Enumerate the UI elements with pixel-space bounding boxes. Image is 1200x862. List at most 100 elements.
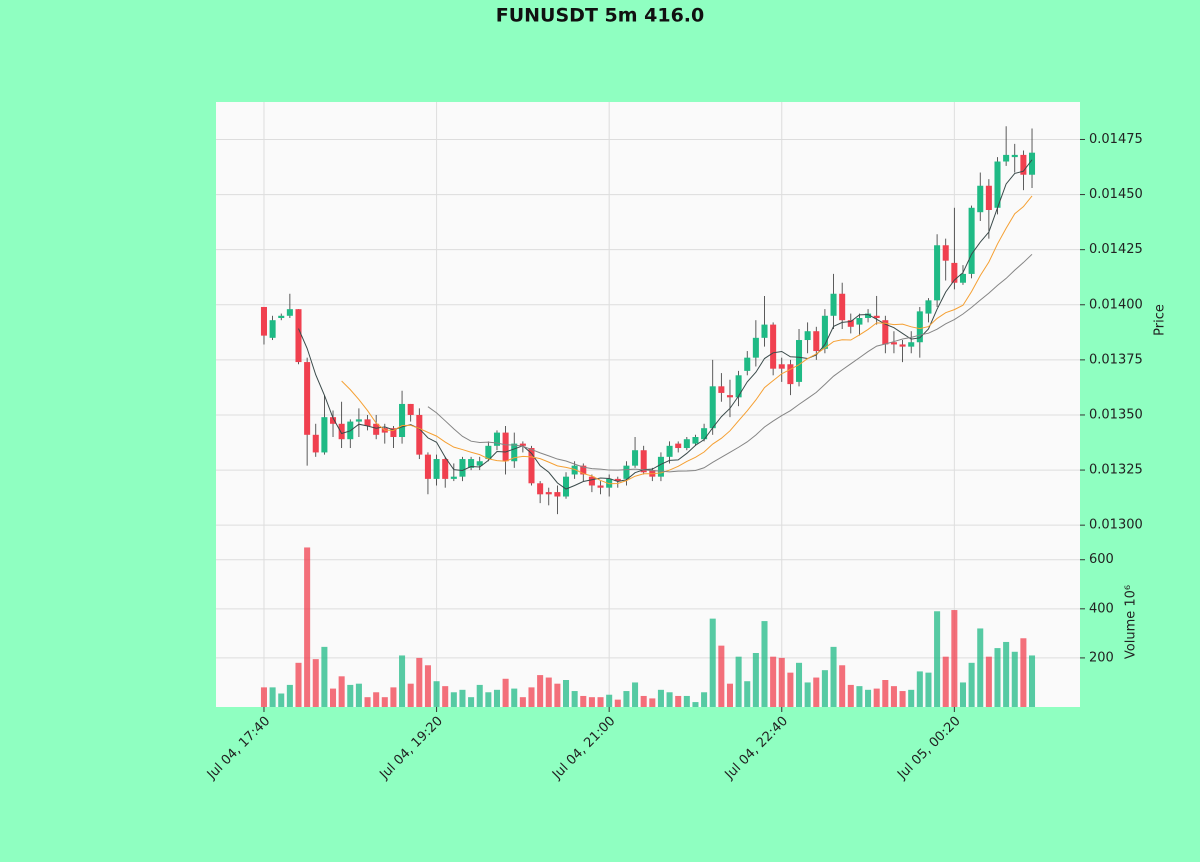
candle-body (701, 428, 708, 440)
candle-body (588, 476, 595, 486)
candle-body (718, 386, 725, 393)
candle-body (882, 320, 889, 345)
volume-bar (709, 618, 716, 707)
candle-body (476, 461, 483, 466)
candle-body (908, 342, 915, 347)
y-tick-label: 0.01300 (1089, 518, 1143, 533)
volume-bar (787, 672, 794, 707)
volume-bar (804, 682, 811, 707)
volume-bar (942, 656, 949, 707)
volume-bar (588, 697, 595, 707)
candle-body (260, 306, 268, 336)
volume-bar (856, 686, 863, 707)
volume-bar (269, 687, 276, 707)
volume-bar (459, 689, 466, 707)
candle-body (1003, 154, 1010, 162)
candle-body (623, 465, 630, 479)
volume-bar (519, 697, 526, 707)
volume-bar (821, 670, 828, 707)
y-tick-label: 0.01325 (1089, 463, 1143, 478)
volume-bar (701, 692, 708, 707)
candle-body (968, 207, 975, 274)
volume-bar (606, 694, 613, 707)
candle-body (899, 344, 906, 347)
x-tick-label: Jul 04, 22:40 (722, 714, 791, 783)
candle-body (338, 423, 345, 440)
candle-body (925, 300, 932, 314)
volume-bar (476, 684, 483, 707)
volume-tick-label: 200 (1089, 650, 1114, 665)
moving-average-line (341, 195, 1033, 485)
y-tick-label: 0.01375 (1089, 352, 1143, 367)
volume-bar (770, 656, 777, 707)
candle-body (856, 317, 863, 325)
candle-body (959, 273, 967, 283)
volume-bar (640, 695, 647, 707)
candle-body (424, 454, 431, 479)
candle-body (554, 492, 561, 497)
candle-body (865, 313, 872, 318)
volume-bar (830, 646, 837, 707)
volume-bar (882, 680, 889, 707)
candle-body (502, 432, 509, 462)
volume-bar (916, 671, 923, 707)
volume-axis-label: Volume 10⁶ (1124, 585, 1139, 659)
volume-bar (407, 683, 414, 707)
candle-body (787, 364, 794, 385)
candle-body (692, 437, 699, 444)
volume-bar (468, 697, 475, 707)
volume-bar (726, 683, 734, 707)
candle-body (744, 357, 751, 371)
volume-bar (614, 699, 621, 707)
volume-bar (649, 698, 656, 707)
candle-body (1028, 152, 1036, 175)
volume-bar (813, 677, 820, 707)
chart-title: FUNUSDT 5m 416.0 (496, 5, 705, 27)
candle-body (977, 185, 984, 213)
volume-bar (968, 662, 975, 707)
candle-body (597, 485, 604, 488)
volume-bar (399, 655, 406, 707)
candle-body (485, 445, 492, 460)
candle-body (770, 324, 777, 369)
candle-body (304, 362, 311, 435)
volume-bar (338, 676, 345, 707)
volume-bar (450, 692, 457, 707)
candle-body (916, 311, 923, 343)
candle-body (735, 375, 742, 398)
candle-body (873, 315, 880, 318)
moving-average-line (298, 159, 1033, 490)
candle-body (511, 443, 518, 462)
volume-bar (632, 682, 639, 707)
candle-body (804, 331, 811, 341)
volume-bar (778, 657, 785, 707)
volume-bar (959, 682, 967, 707)
volume-bar (562, 680, 570, 707)
volume-bar (1011, 651, 1018, 707)
candle-body (1020, 154, 1027, 175)
candle-body (761, 324, 768, 338)
volume-bar (312, 659, 319, 707)
volume-bar (1028, 655, 1036, 707)
candle-body (286, 309, 293, 316)
volume-bar (329, 688, 337, 707)
candle-body (847, 320, 854, 327)
candle-body (519, 443, 526, 446)
candle-body (528, 448, 535, 484)
candle-body (416, 414, 423, 455)
candle-body (632, 450, 639, 466)
volume-bar (744, 681, 751, 707)
candle-body (985, 185, 992, 210)
candle-body (295, 309, 302, 363)
candle-body (726, 395, 734, 398)
volume-bar (485, 692, 492, 707)
volume-bar (890, 686, 897, 707)
volume-bar (985, 656, 992, 707)
candle-body (752, 337, 759, 358)
volume-bar (554, 683, 561, 707)
volume-bar (735, 656, 742, 707)
candle-body (830, 293, 837, 316)
volume-tick-label: 600 (1089, 552, 1114, 567)
volume-bar (390, 687, 397, 707)
